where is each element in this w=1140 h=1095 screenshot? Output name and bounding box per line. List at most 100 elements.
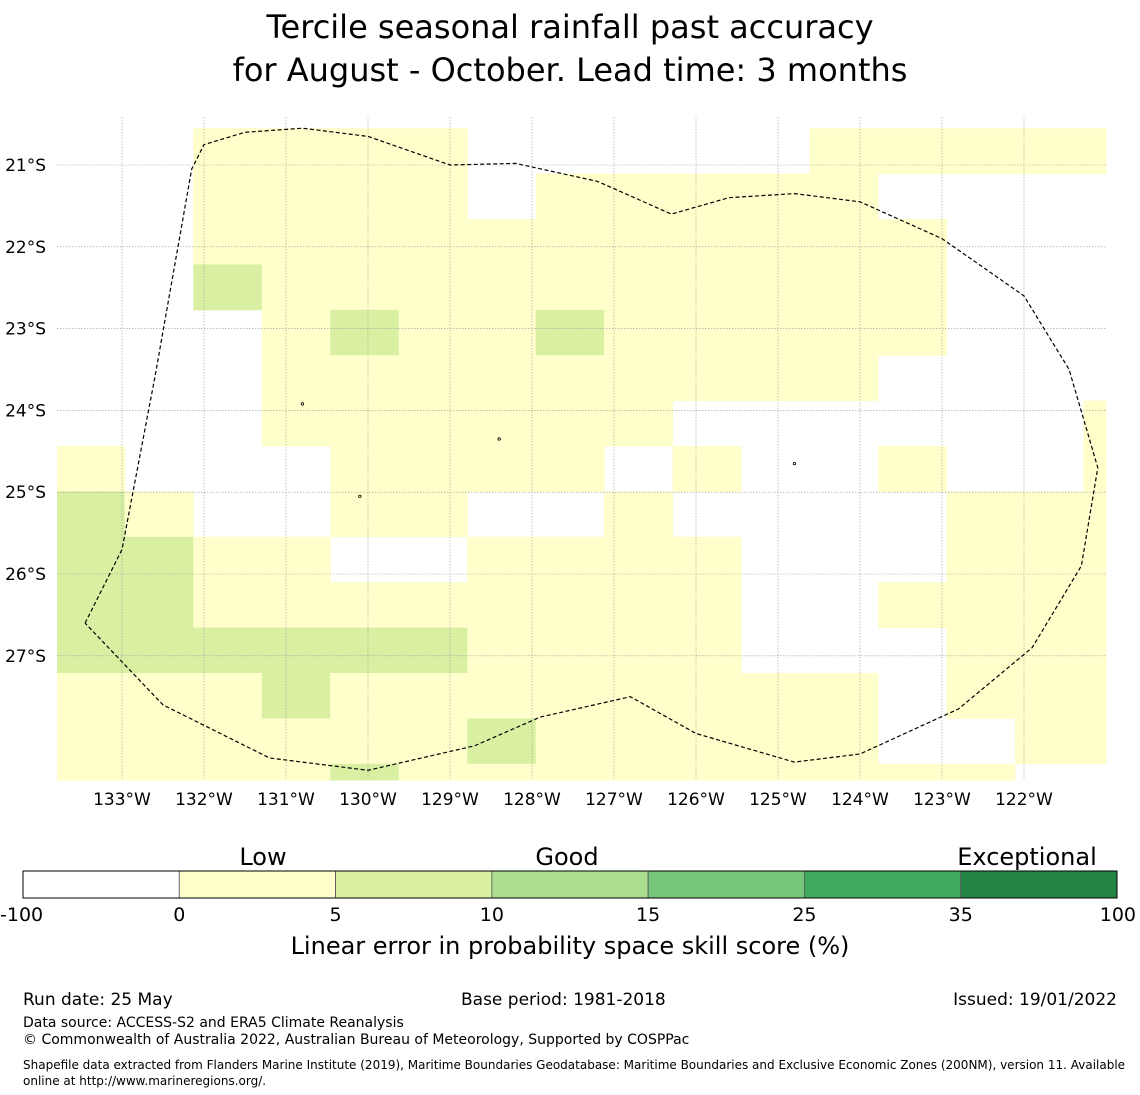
- longitude-tick-label: 122°W: [995, 790, 1053, 810]
- skill-cell: [330, 491, 400, 538]
- skill-cell: [809, 355, 879, 402]
- skill-cell: [467, 536, 537, 583]
- longitude-tick-label: 133°W: [93, 790, 151, 810]
- skill-cell: [672, 763, 742, 781]
- skill-cell: [604, 309, 674, 356]
- skill-cell: [672, 536, 742, 583]
- skill-cell: [330, 355, 400, 402]
- skill-cell: [57, 718, 126, 765]
- skill-cell: [878, 582, 948, 629]
- skill-cell: [261, 128, 331, 175]
- skill-cell: [467, 718, 537, 765]
- skill-cell: [398, 173, 468, 220]
- skill-cell: [193, 173, 263, 220]
- data-source: Data source: ACCESS-S2 and ERA5 Climate …: [23, 1015, 404, 1031]
- skill-cell: [1083, 672, 1107, 719]
- skill-cell: [809, 672, 879, 719]
- skill-cell: [1014, 627, 1084, 674]
- skill-cell: [946, 128, 1016, 175]
- skill-cell: [535, 218, 605, 265]
- skill-cell: [604, 173, 674, 220]
- run-date: Run date: 25 May: [23, 990, 173, 1010]
- skill-cell: [124, 491, 194, 538]
- skill-cell: [124, 582, 194, 629]
- island-marker: [792, 461, 797, 466]
- skill-cell: [398, 718, 468, 765]
- skill-cell: [467, 627, 537, 674]
- skill-cell: [535, 173, 605, 220]
- longitude-tick-label: 129°W: [421, 790, 479, 810]
- skill-cell: [57, 672, 126, 719]
- skill-cell: [809, 309, 879, 356]
- skill-cell: [535, 718, 605, 765]
- colorbar-tick-label: 25: [792, 904, 816, 926]
- skill-cell: [946, 491, 1016, 538]
- skill-cell: [330, 218, 400, 265]
- skill-cell: [193, 763, 263, 781]
- skill-cell: [467, 672, 537, 719]
- skill-cell: [261, 264, 331, 311]
- skill-cell: [57, 627, 126, 674]
- skill-cell: [672, 218, 742, 265]
- skill-cell: [535, 672, 605, 719]
- skill-cell: [1083, 445, 1107, 492]
- latitude-tick-label: 22°S: [5, 238, 46, 258]
- skill-cell: [878, 264, 948, 311]
- skill-cell: [672, 445, 742, 492]
- skill-map: 133°W 132°W 131°W 130°W 129°W 128°W 127°W 126°W…: [5, 117, 1107, 810]
- skill-cell: [604, 672, 674, 719]
- skill-cell: [809, 264, 879, 311]
- skill-cell: [878, 128, 948, 175]
- skill-cell: [467, 400, 537, 447]
- skill-cell: [1083, 582, 1107, 629]
- skill-cell: [809, 218, 879, 265]
- latitude-tick-label: 24°S: [5, 401, 46, 421]
- graticule: [57, 117, 1106, 780]
- skill-cell: [330, 582, 400, 629]
- skill-cell: [330, 672, 400, 719]
- map-title: Tercile seasonal rainfall past accuracy …: [0, 6, 1140, 92]
- skill-cell: [57, 445, 126, 492]
- skill-cell: [535, 763, 605, 781]
- colorbar-segment: [804, 870, 962, 899]
- skill-cell: [467, 763, 537, 781]
- skill-cell: [741, 218, 811, 265]
- skill-cell: [878, 763, 948, 781]
- latitude-tick-label: 27°S: [5, 647, 46, 667]
- skill-cell: [124, 627, 194, 674]
- skill-cell: [261, 173, 331, 220]
- skill-cell: [124, 718, 194, 765]
- longitude-tick-label: 127°W: [585, 790, 643, 810]
- skill-cell: [330, 128, 400, 175]
- skill-cell: [535, 264, 605, 311]
- title-line-1: Tercile seasonal rainfall past accuracy: [266, 8, 874, 46]
- skill-cell: [878, 445, 948, 492]
- skill-cell: [57, 582, 126, 629]
- eez-boundary-layer: [84, 127, 1099, 771]
- eez-boundary: [84, 127, 1099, 771]
- skill-cell: [672, 582, 742, 629]
- skill-cell: [535, 536, 605, 583]
- skill-cell: [261, 355, 331, 402]
- skill-cell: [672, 309, 742, 356]
- skill-cell: [1014, 491, 1084, 538]
- colorbar-segment: [335, 870, 493, 899]
- longitude-labels: 133°W 132°W 131°W 130°W 129°W 128°W 127°W 126°W…: [93, 790, 1053, 810]
- skill-cell: [604, 582, 674, 629]
- colorbar-tick-label: -100: [0, 904, 43, 926]
- skill-cell: [604, 627, 674, 674]
- skill-cell: [741, 355, 811, 402]
- colorbar-tick-label: 10: [480, 904, 504, 926]
- longitude-tick-label: 124°W: [831, 790, 889, 810]
- skill-cell: [535, 627, 605, 674]
- skill-cell: [467, 355, 537, 402]
- skill-cell: [1014, 128, 1084, 175]
- skill-cell: [330, 173, 400, 220]
- title-line-2: for August - October. Lead time: 3 month…: [232, 51, 908, 89]
- copyright: © Commonwealth of Australia 2022, Austra…: [23, 1032, 690, 1048]
- skill-cell: [398, 627, 468, 674]
- skill-cell: [330, 309, 400, 356]
- longitude-tick-label: 130°W: [339, 790, 397, 810]
- skill-cell: [57, 536, 126, 583]
- skill-cell: [261, 763, 331, 781]
